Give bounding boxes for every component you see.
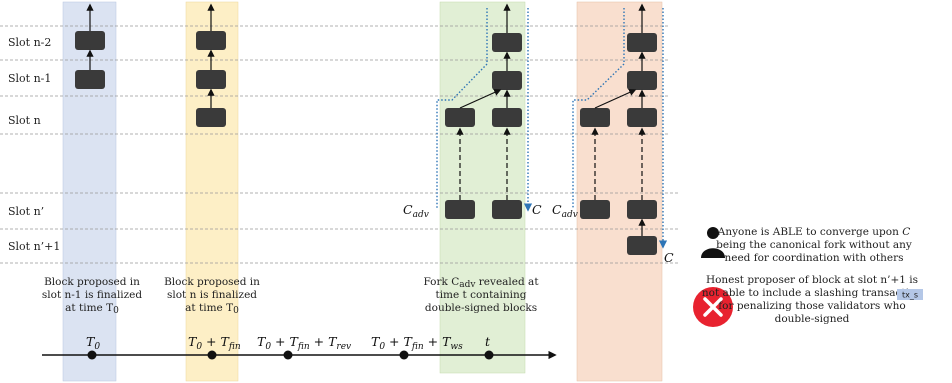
column-1-chain (75, 3, 105, 89)
caption-col3: Fork Cadv revealed at time t containing … (423, 276, 539, 314)
block (445, 200, 475, 219)
column-3-fork (436, 3, 533, 219)
svg-text:being the canonical fork witho: being the canonical fork without any (716, 239, 912, 251)
slot-label-n-2: Slot n-2 (8, 36, 51, 49)
tx-badge-label: tx_s (902, 291, 918, 300)
block (627, 33, 657, 52)
slot-label-n-1: Slot n-1 (8, 72, 51, 85)
svg-text:Block proposed in: Block proposed in (44, 276, 140, 288)
block (492, 33, 522, 52)
fork-path-adv (572, 8, 625, 208)
label-c-adv-col4: Cadv (552, 202, 578, 220)
block (492, 108, 522, 127)
chain-arrow (594, 89, 637, 109)
label-c-adv-col3: Cadv (403, 202, 429, 220)
block (627, 236, 657, 255)
timeline-label-t0-fin-ws: T0 + Tfin + Tws (371, 334, 463, 352)
svg-text:Fork Cadv revealed at: Fork Cadv revealed at (423, 276, 539, 290)
block (196, 70, 226, 89)
block (196, 31, 226, 50)
caption-col1: Block proposed in slot n-1 is finalized … (42, 276, 143, 316)
slot-gridlines (0, 25, 680, 264)
block (445, 108, 475, 127)
column-2-chain (196, 3, 226, 127)
timeline-label-t: t (485, 334, 491, 349)
chain-arrow (459, 89, 502, 109)
block (627, 200, 657, 219)
x-circle-icon (693, 287, 733, 327)
svg-text:double-signed: double-signed (775, 313, 850, 325)
legend-x-text: Honest proposer of block at slot n’+1 is… (702, 274, 922, 325)
timeline-points (87, 350, 494, 360)
user-icon (701, 227, 725, 258)
svg-text:for penalizing those validator: for penalizing those validators who (718, 300, 905, 312)
svg-text:Block proposed in: Block proposed in (164, 276, 260, 288)
block (580, 108, 610, 127)
svg-text:at time T0: at time T0 (65, 302, 119, 316)
block (492, 200, 522, 219)
timeline-point-t0-fin-ws (399, 350, 409, 360)
block (196, 108, 226, 127)
slot-label-n-prime: Slot n’ (8, 205, 44, 218)
block (75, 31, 105, 50)
label-c-col4: C (664, 250, 674, 265)
timeline-label-t0-fin-rev: T0 + Tfin + Trev (257, 334, 351, 352)
block (492, 71, 522, 90)
timeline-point-t (484, 350, 494, 360)
block (627, 71, 657, 90)
band-slashing (576, 1, 663, 382)
tx-badge (897, 289, 923, 300)
band-finalized-n (185, 1, 239, 382)
svg-text:double-signed blocks: double-signed blocks (425, 302, 537, 314)
block (75, 70, 105, 89)
slot-label-n: Slot n (8, 114, 41, 127)
svg-text:slot n is finalized: slot n is finalized (167, 289, 257, 301)
svg-text:at time T0: at time T0 (185, 302, 239, 316)
band-fork-reveal (439, 1, 526, 374)
label-c-col3: C (532, 202, 542, 217)
timeline-label-t0-fin: T0 + Tfin (188, 334, 241, 352)
svg-text:slot n-1 is finalized: slot n-1 is finalized (42, 289, 143, 301)
svg-text:not able to include a slashing: not able to include a slashing transacti… (702, 287, 922, 299)
slot-label-n-prime-plus-1: Slot n’+1 (8, 240, 60, 253)
caption-col2: Block proposed in slot n is finalized at… (164, 276, 260, 316)
block (627, 108, 657, 127)
timeline-point-t0 (87, 350, 97, 360)
svg-text:need for coordination with oth: need for coordination with others (724, 252, 903, 264)
legend-user-text: Anyone is ABLE to converge upon C being … (716, 226, 912, 264)
timeline-point-t0-fin (207, 350, 217, 360)
svg-text:time t containing: time t containing (435, 289, 526, 301)
svg-text:Honest proposer of block at sl: Honest proposer of block at slot n’+1 is (706, 274, 918, 286)
column-4-slashing (572, 3, 668, 255)
fork-path-adv (436, 8, 488, 208)
svg-text:Anyone is ABLE to converge upo: Anyone is ABLE to converge upon C (717, 226, 911, 238)
timeline-point-t0-fin-rev (283, 350, 293, 360)
block (580, 200, 610, 219)
